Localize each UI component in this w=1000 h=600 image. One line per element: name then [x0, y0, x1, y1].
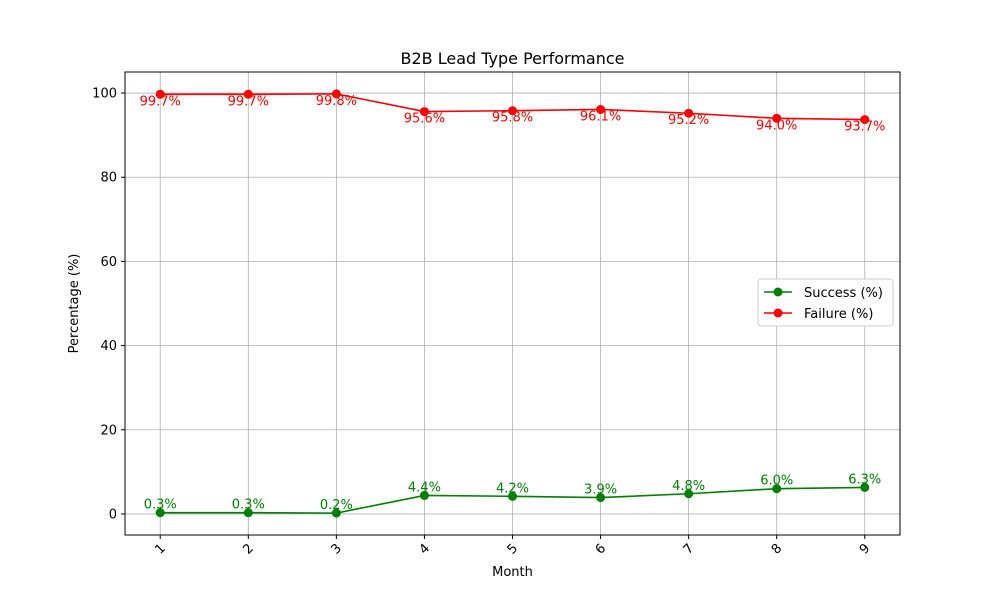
data-label-failure: 95.8%: [492, 111, 533, 126]
y-tick-label: 0: [109, 507, 117, 522]
data-label-failure: 95.6%: [404, 112, 445, 127]
data-label-success: 0.3%: [232, 498, 265, 513]
y-axis-label: Percentage (%): [67, 254, 82, 354]
data-label-success: 4.4%: [408, 480, 441, 495]
data-label-success: 0.2%: [320, 498, 353, 513]
legend-label-failure: Failure (%): [804, 307, 873, 322]
y-tick-label: 80: [100, 171, 117, 186]
y-tick-label: 100: [92, 87, 117, 102]
data-label-failure: 99.7%: [140, 94, 181, 109]
data-label-success: 6.0%: [760, 474, 793, 489]
y-tick-label: 40: [100, 339, 117, 354]
data-label-failure: 99.8%: [316, 94, 357, 109]
data-point-failure: [860, 115, 870, 125]
series-layer: 0.3% 0.3% 0.2% 4.4% 4.2% 3.9% 4.8% 6.0% 6.3% 99.7…: [140, 89, 885, 518]
legend-label-success: Success (%): [804, 286, 883, 301]
data-label-success: 4.8%: [672, 479, 705, 494]
data-point-success: [508, 491, 517, 501]
data-label-success: 6.3%: [848, 472, 881, 487]
data-label-failure: 93.7%: [844, 120, 885, 135]
series-success: 0.3% 0.3% 0.2% 4.4% 4.2% 3.9% 4.8% 6.0% 6.3%: [144, 472, 881, 518]
legend-marker-failure: [773, 308, 783, 318]
data-point-success: [419, 490, 429, 500]
data-point-failure: [331, 89, 341, 99]
chart-title: B2B Lead Type Performance: [401, 49, 625, 68]
data-point-success: [243, 508, 253, 518]
data-point-failure: [243, 89, 253, 99]
data-point-success: [596, 493, 606, 503]
data-point-success: [772, 484, 782, 494]
data-point-success: [860, 482, 870, 492]
data-label-failure: 94.0%: [756, 118, 797, 133]
y-tick-label: 20: [100, 423, 117, 438]
data-point-success: [155, 508, 165, 518]
data-point-success: [331, 508, 341, 518]
series-failure: 99.7% 99.7% 99.8% 95.6% 95.8% 96.1% 95.2% 94.0%…: [140, 89, 885, 135]
data-label-success: 4.2%: [496, 481, 529, 496]
grid: [125, 72, 900, 535]
data-point-failure: [419, 107, 429, 117]
data-point-failure: [684, 108, 694, 118]
legend-box: [757, 278, 894, 327]
data-point-failure: [772, 113, 782, 123]
data-point-failure: [155, 89, 165, 99]
data-point-failure: [508, 106, 517, 116]
data-label-failure: 96.1%: [580, 109, 621, 124]
x-axis-label: Month: [492, 565, 533, 580]
data-label-failure: 99.7%: [228, 94, 269, 109]
data-point-success: [684, 489, 694, 499]
data-label-success: 0.3%: [144, 498, 177, 513]
data-label-success: 3.9%: [584, 483, 617, 498]
data-point-failure: [596, 104, 606, 114]
legend: Success (%) Failure (%): [757, 278, 894, 327]
data-label-failure: 95.2%: [668, 113, 709, 128]
y-tick-label: 60: [100, 255, 117, 270]
legend-marker-success: [773, 287, 783, 297]
